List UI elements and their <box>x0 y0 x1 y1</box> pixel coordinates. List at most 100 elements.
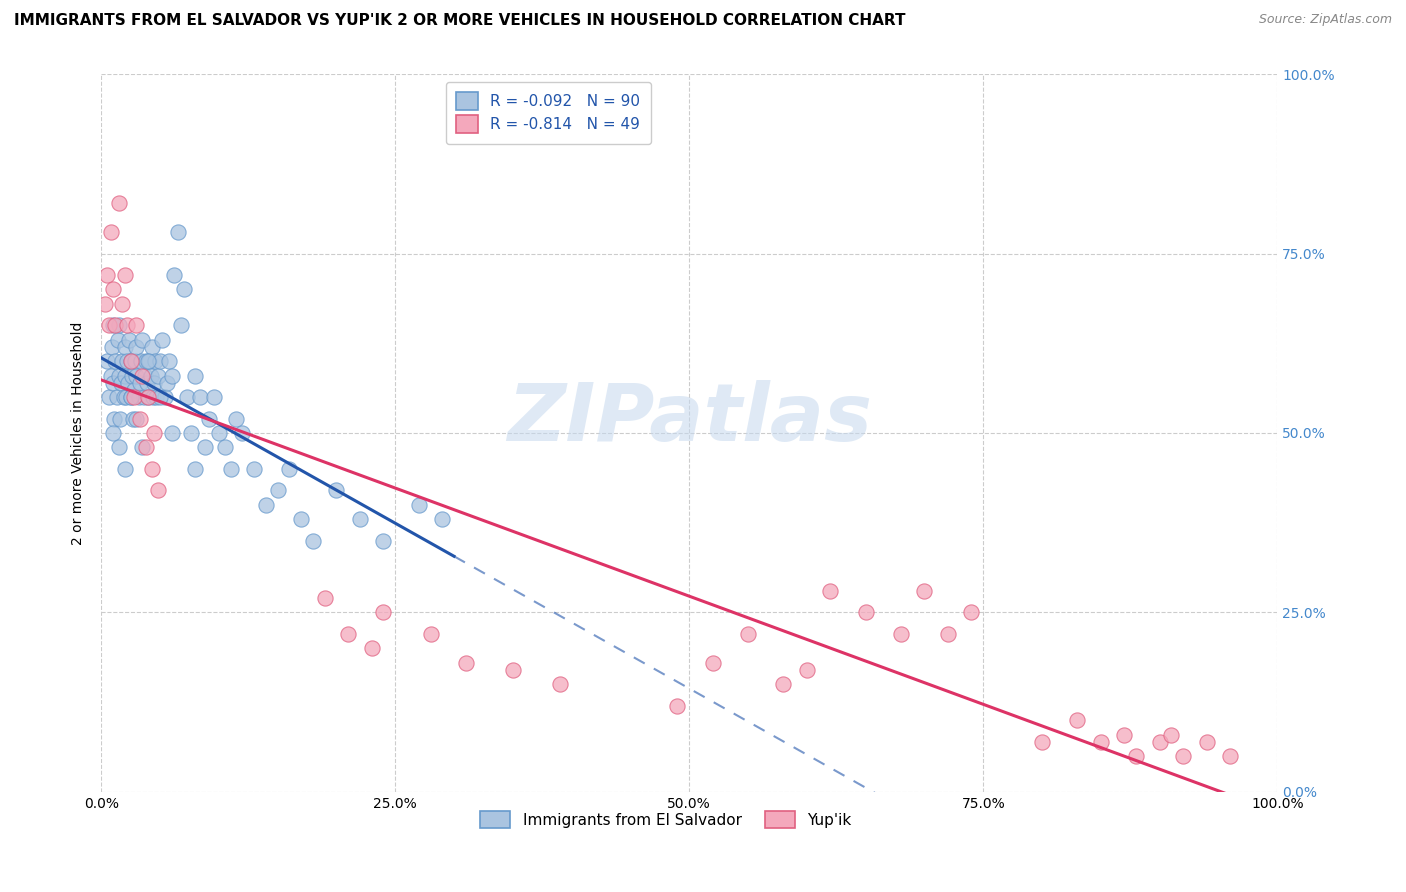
Point <box>128 390 150 404</box>
Point <box>153 390 176 404</box>
Point <box>136 390 159 404</box>
Point <box>101 340 124 354</box>
Point <box>100 368 122 383</box>
Point <box>176 390 198 404</box>
Point <box>108 411 131 425</box>
Point <box>139 368 162 383</box>
Point <box>166 225 188 239</box>
Point <box>122 411 145 425</box>
Point <box>129 354 152 368</box>
Point <box>163 268 186 282</box>
Point <box>114 368 136 383</box>
Point <box>180 425 202 440</box>
Point <box>98 390 121 404</box>
Point <box>110 376 132 390</box>
Point <box>111 354 134 368</box>
Point <box>125 411 148 425</box>
Point <box>173 282 195 296</box>
Point <box>101 318 124 333</box>
Point <box>105 390 128 404</box>
Point <box>202 390 225 404</box>
Point <box>194 441 217 455</box>
Point <box>112 390 135 404</box>
Point <box>266 483 288 498</box>
Point <box>408 498 430 512</box>
Point <box>1090 735 1112 749</box>
Point <box>454 656 477 670</box>
Point <box>337 627 360 641</box>
Point <box>373 606 395 620</box>
Point <box>101 376 124 390</box>
Point <box>104 354 127 368</box>
Point <box>134 368 156 383</box>
Y-axis label: 2 or more Vehicles in Household: 2 or more Vehicles in Household <box>72 321 86 545</box>
Point <box>132 390 155 404</box>
Point <box>114 340 136 354</box>
Point <box>855 606 877 620</box>
Point <box>143 376 166 390</box>
Point <box>125 318 148 333</box>
Point <box>290 512 312 526</box>
Point <box>225 411 247 425</box>
Point <box>184 368 207 383</box>
Point <box>120 354 142 368</box>
Point <box>960 606 983 620</box>
Point <box>103 411 125 425</box>
Point <box>302 533 325 548</box>
Point <box>146 368 169 383</box>
Point <box>129 411 152 425</box>
Point <box>149 390 172 404</box>
Point <box>115 318 138 333</box>
Point <box>184 462 207 476</box>
Point <box>131 441 153 455</box>
Point <box>198 411 221 425</box>
Point <box>101 282 124 296</box>
Point <box>548 677 571 691</box>
Point <box>314 591 336 606</box>
Point <box>1195 735 1218 749</box>
Point <box>156 376 179 390</box>
Point <box>141 340 163 354</box>
Point <box>98 318 121 333</box>
Point <box>96 354 118 368</box>
Point <box>737 627 759 641</box>
Point <box>1149 735 1171 749</box>
Point <box>1031 735 1053 749</box>
Point <box>1219 749 1241 764</box>
Point <box>114 268 136 282</box>
Point <box>96 268 118 282</box>
Point <box>1066 713 1088 727</box>
Point <box>702 656 724 670</box>
Point <box>108 368 131 383</box>
Point <box>120 390 142 404</box>
Point <box>142 390 165 404</box>
Point <box>820 583 842 598</box>
Point <box>114 462 136 476</box>
Point <box>772 677 794 691</box>
Point <box>136 390 159 404</box>
Point <box>138 354 160 368</box>
Point <box>254 498 277 512</box>
Point <box>143 354 166 368</box>
Point <box>136 376 159 390</box>
Point <box>141 462 163 476</box>
Point <box>1125 749 1147 764</box>
Point <box>122 383 145 397</box>
Point <box>170 318 193 333</box>
Point <box>1173 749 1195 764</box>
Point <box>129 376 152 390</box>
Point <box>136 354 159 368</box>
Point <box>325 483 347 498</box>
Point <box>1160 727 1182 741</box>
Point <box>93 297 115 311</box>
Point <box>146 483 169 498</box>
Point <box>124 354 146 368</box>
Point <box>360 641 382 656</box>
Point <box>150 333 173 347</box>
Point <box>160 425 183 440</box>
Point <box>122 390 145 404</box>
Point <box>214 441 236 455</box>
Point <box>219 462 242 476</box>
Point <box>118 333 141 347</box>
Point <box>208 425 231 440</box>
